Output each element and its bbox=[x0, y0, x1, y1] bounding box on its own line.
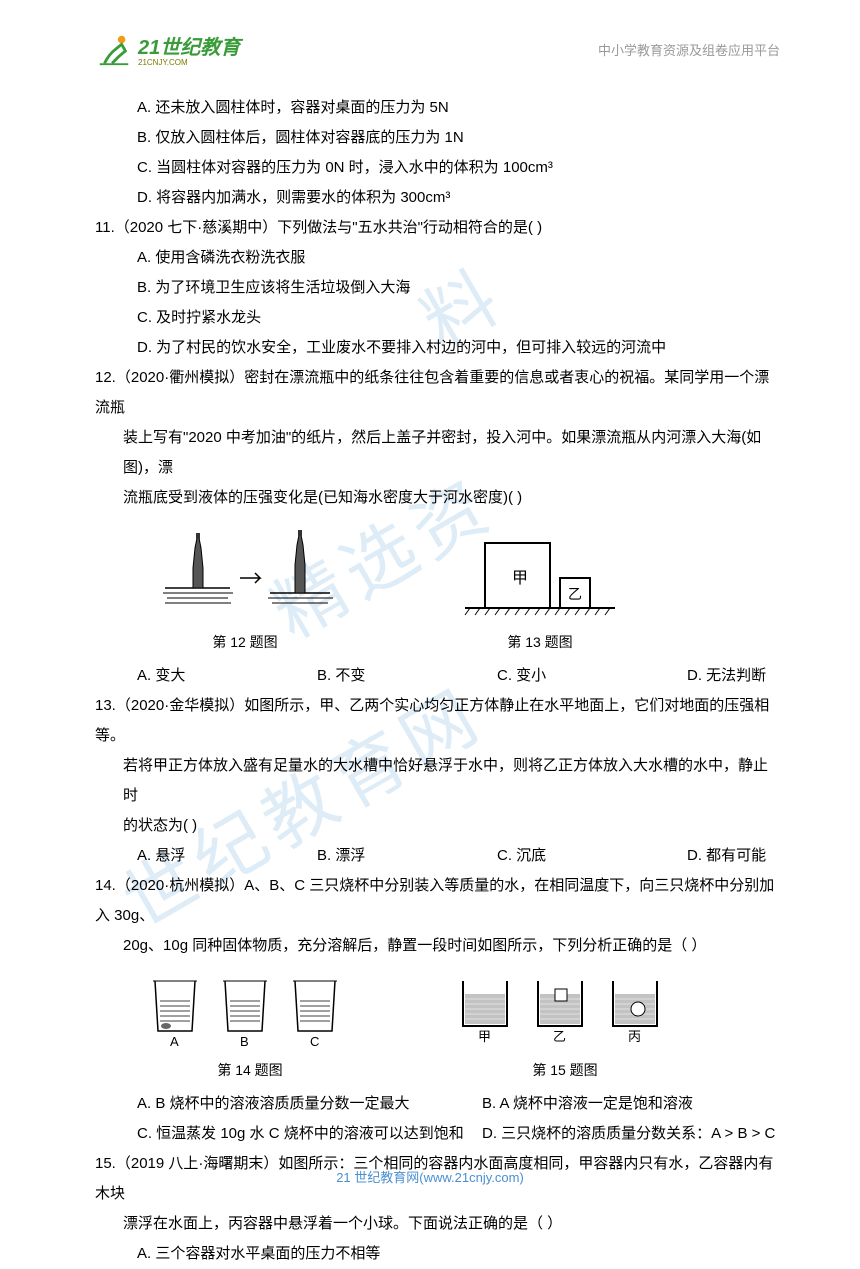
q15-figure: 甲 乙 丙 第 15 题图 bbox=[455, 971, 675, 1084]
bottle-diagram-icon bbox=[155, 523, 335, 623]
q10-option-b: B. 仅放入圆柱体后，圆柱体对容器底的压力为 1N bbox=[95, 123, 780, 153]
q13-option-d: D. 都有可能 bbox=[687, 841, 766, 871]
q14-option-b: B. A 烧杯中溶液一定是饱和溶液 bbox=[482, 1089, 693, 1119]
q12-option-c: C. 变小 bbox=[497, 661, 687, 691]
q11-stem: 11.（2020 七下·慈溪期中）下列做法与"五水共治"行动相符合的是( ) bbox=[95, 213, 780, 243]
svg-text:乙: 乙 bbox=[568, 586, 582, 602]
q15-figure-caption: 第 15 题图 bbox=[455, 1056, 675, 1084]
q12-stem-cont2: 流瓶底受到液体的压强变化是(已知海水密度大于河水密度)( ) bbox=[95, 483, 780, 513]
q11-option-d: D. 为了村民的饮水安全，工业废水不要排入村边的河中，但可排入较远的河流中 bbox=[95, 333, 780, 363]
q13-options-row: A. 悬浮 B. 漂浮 C. 沉底 D. 都有可能 bbox=[95, 841, 780, 871]
q14-figure: A B C 第 14 题图 bbox=[145, 971, 355, 1084]
q14-option-a: A. B 烧杯中的溶液溶质质量分数一定最大 bbox=[137, 1089, 482, 1119]
q13-figure-caption: 第 13 题图 bbox=[455, 628, 625, 656]
cubes-diagram-icon: 甲 乙 bbox=[455, 523, 625, 623]
document-content: A. 还未放入圆柱体时，容器对桌面的压力为 5N B. 仅放入圆柱体后，圆柱体对… bbox=[95, 93, 780, 1269]
q14-q15-figures: A B C 第 14 题图 bbox=[95, 971, 780, 1084]
svg-text:丙: 丙 bbox=[628, 1029, 641, 1044]
q15-stem: 15.（2019 八上·海曙期末）如图所示：三个相同的容器内水面高度相同，甲容器… bbox=[95, 1149, 780, 1209]
svg-text:甲: 甲 bbox=[512, 570, 528, 587]
q12-q13-figures: 第 12 题图 甲 乙 第 13 题图 bbox=[95, 523, 780, 656]
q12-option-b: B. 不变 bbox=[317, 661, 497, 691]
containers-diagram-icon: 甲 乙 丙 bbox=[455, 971, 675, 1051]
logo: 21世纪教育 21CNJY.COM bbox=[95, 30, 240, 68]
q12-figure: 第 12 题图 bbox=[155, 523, 335, 656]
q14-stem: 14.（2020·杭州模拟）A、B、C 三只烧杯中分别装入等质量的水，在相同温度… bbox=[95, 871, 780, 931]
q14-option-c: C. 恒温蒸发 10g 水 C 烧杯中的溶液可以达到饱和 bbox=[137, 1119, 482, 1149]
logo-runner-icon bbox=[95, 30, 133, 68]
svg-text:A: A bbox=[170, 1034, 179, 1049]
q11-option-a: A. 使用含磷洗衣粉洗衣服 bbox=[95, 243, 780, 273]
beakers-diagram-icon: A B C bbox=[145, 971, 355, 1051]
q13-figure: 甲 乙 第 13 题图 bbox=[455, 523, 625, 656]
header-tagline: 中小学教育资源及组卷应用平台 bbox=[598, 40, 780, 59]
q12-option-a: A. 变大 bbox=[137, 661, 317, 691]
q11-option-b: B. 为了环境卫生应该将生活垃圾倒入大海 bbox=[95, 273, 780, 303]
q13-stem: 13.（2020·金华模拟）如图所示，甲、乙两个实心均匀正方体静止在水平地面上，… bbox=[95, 691, 780, 751]
q15-stem-cont: 漂浮在水面上，丙容器中悬浮着一个小球。下面说法正确的是（ ） bbox=[95, 1209, 780, 1239]
svg-text:C: C bbox=[310, 1034, 319, 1049]
q13-option-b: B. 漂浮 bbox=[317, 841, 497, 871]
svg-text:甲: 甲 bbox=[478, 1029, 491, 1044]
svg-text:乙: 乙 bbox=[553, 1029, 566, 1044]
q10-option-a: A. 还未放入圆柱体时，容器对桌面的压力为 5N bbox=[95, 93, 780, 123]
q10-option-d: D. 将容器内加满水，则需要水的体积为 300cm³ bbox=[95, 183, 780, 213]
q11-option-c: C. 及时拧紧水龙头 bbox=[95, 303, 780, 333]
page-header: 21世纪教育 21CNJY.COM 中小学教育资源及组卷应用平台 bbox=[95, 30, 780, 68]
q10-option-c: C. 当圆柱体对容器的压力为 0N 时，浸入水中的体积为 100cm³ bbox=[95, 153, 780, 183]
q15-option-a: A. 三个容器对水平桌面的压力不相等 bbox=[95, 1239, 780, 1269]
q14-option-d: D. 三只烧杯的溶质质量分数关系：A > B > C bbox=[482, 1119, 775, 1149]
q14-options-row2: C. 恒温蒸发 10g 水 C 烧杯中的溶液可以达到饱和 D. 三只烧杯的溶质质… bbox=[95, 1119, 780, 1149]
q13-stem-cont2: 的状态为( ) bbox=[95, 811, 780, 841]
q12-options-row: A. 变大 B. 不变 C. 变小 D. 无法判断 bbox=[95, 661, 780, 691]
q12-stem-cont1: 装上写有"2020 中考加油"的纸片，然后上盖子并密封，投入河中。如果漂流瓶从内… bbox=[95, 423, 780, 483]
q14-figure-caption: 第 14 题图 bbox=[145, 1056, 355, 1084]
q13-option-c: C. 沉底 bbox=[497, 841, 687, 871]
q14-stem-cont: 20g、10g 同种固体物质，充分溶解后，静置一段时间如图所示，下列分析正确的是… bbox=[95, 931, 780, 961]
logo-brand-text: 21世纪教育 bbox=[138, 31, 240, 60]
q13-stem-cont1: 若将甲正方体放入盛有足量水的大水槽中恰好悬浮于水中，则将乙正方体放入大水槽的水中… bbox=[95, 751, 780, 811]
q12-stem: 12.（2020·衢州模拟）密封在漂流瓶中的纸条往往包含着重要的信息或者衷心的祝… bbox=[95, 363, 780, 423]
q13-option-a: A. 悬浮 bbox=[137, 841, 317, 871]
svg-text:B: B bbox=[240, 1034, 249, 1049]
q14-options-row1: A. B 烧杯中的溶液溶质质量分数一定最大 B. A 烧杯中溶液一定是饱和溶液 bbox=[95, 1089, 780, 1119]
q12-figure-caption: 第 12 题图 bbox=[155, 628, 335, 656]
q12-option-d: D. 无法判断 bbox=[687, 661, 766, 691]
